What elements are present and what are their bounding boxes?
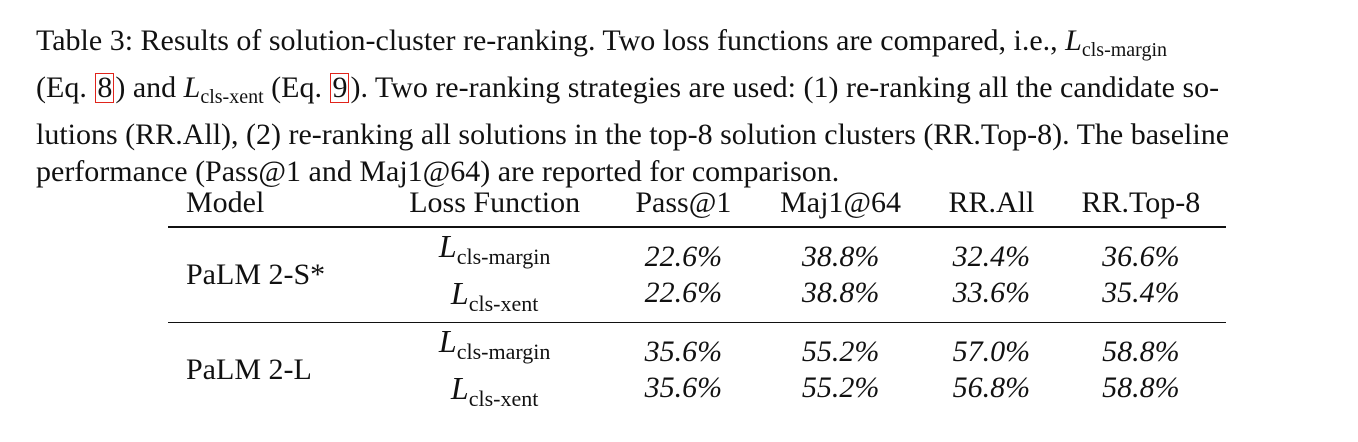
header-model: Model — [168, 180, 377, 228]
model-name: PaLM 2-L — [186, 353, 312, 386]
value: 56.8% — [952, 371, 1031, 404]
caption-text: (Eq. — [263, 71, 330, 104]
table-row: PaLM 2-S* Lcls-margin Lcls-xent 22.6% 22.… — [168, 227, 1226, 323]
header-loss-function: Loss Function — [376, 180, 613, 228]
model-name: PaLM 2-S* — [168, 227, 377, 323]
maj64-cell: 55.2% 55.2% — [754, 323, 927, 418]
caption-text: ) and — [115, 71, 184, 104]
loss-symbol: L — [1065, 24, 1082, 57]
value: 22.6% — [644, 240, 723, 273]
caption-line-2: (Eq. 8) and Lcls-xent (Eq. 9). Two re-ra… — [36, 69, 1336, 116]
value: 58.8% — [1102, 335, 1180, 368]
value: 57.0% — [952, 335, 1031, 368]
loss-xent: Lcls-xent — [451, 275, 538, 322]
value: 38.8% — [801, 276, 880, 309]
rr-top8-cell: 58.8% 58.8% — [1056, 323, 1226, 418]
loss-margin: Lcls-margin — [439, 228, 550, 275]
value: 55.2% — [801, 371, 880, 404]
maj64-cell: 38.8% 38.8% — [754, 227, 928, 323]
value: 22.6% — [644, 276, 723, 309]
pass1-cell: 22.6% 22.6% — [612, 227, 755, 323]
loss-symbol: L — [450, 370, 469, 406]
pass1-cell: 35.6% 35.6% — [613, 323, 754, 418]
loss-symbol: L — [450, 275, 469, 311]
value: 32.4% — [952, 240, 1031, 273]
caption-line-3: lutions (RR.All), (2) re-ranking all sol… — [36, 118, 1230, 151]
loss-subscript: cls-margin — [456, 244, 551, 269]
results-table: Model Loss Function Pass@1 Maj1@64 RR.Al… — [168, 180, 1226, 417]
value: 35.6% — [644, 371, 723, 404]
table-caption: Table 3: Results of solution-cluster re-… — [36, 22, 1336, 190]
loss-subscript: cls-margin — [1081, 39, 1168, 61]
loss-symbol: L — [438, 323, 457, 359]
header-row: Model Loss Function Pass@1 Maj1@64 RR.Al… — [168, 180, 1226, 228]
loss-subscript: cls-margin — [456, 339, 551, 364]
caption-text: (Eq. — [36, 71, 95, 104]
loss-subscript: cls-xent — [200, 86, 264, 108]
equation-ref-link[interactable]: 9 — [330, 71, 350, 104]
value: 35.6% — [644, 335, 723, 368]
loss-symbol: L — [438, 228, 457, 264]
header-rr-top8: RR.Top-8 — [1055, 180, 1226, 228]
value: 36.6% — [1102, 240, 1180, 273]
rr-top8-cell: 36.6% 35.4% — [1055, 227, 1226, 323]
loss-symbol: L — [183, 71, 201, 104]
value: 33.6% — [952, 276, 1031, 309]
equation-ref-link[interactable]: 8 — [95, 71, 115, 104]
loss-xent: Lcls-xent — [451, 370, 538, 417]
caption-line-1: Table 3: Results of solution-cluster re-… — [36, 22, 1336, 69]
caption-text: ). Two re-ranking strategies are used: (… — [350, 71, 1220, 104]
value: 38.8% — [801, 240, 880, 273]
loss-subscript: cls-xent — [468, 291, 539, 316]
value: 55.2% — [801, 335, 880, 368]
value: 58.8% — [1102, 371, 1180, 404]
rr-all-cell: 57.0% 56.8% — [927, 323, 1056, 418]
value: 35.4% — [1102, 276, 1180, 309]
caption-text: Table 3: Results of solution-cluster re-… — [36, 24, 1066, 57]
loss-margin: Lcls-margin — [439, 323, 550, 370]
loss-subscript: cls-xent — [468, 386, 539, 411]
header-pass1: Pass@1 — [612, 180, 755, 228]
header-rr-all: RR.All — [927, 180, 1056, 228]
header-maj1-64: Maj1@64 — [754, 180, 928, 228]
table-row: PaLM 2-L Lcls-margin Lcls-xent 35.6% 35.6… — [168, 323, 1226, 418]
loss-function-cell: Lcls-margin Lcls-xent — [376, 227, 613, 323]
loss-function-cell: Lcls-margin Lcls-xent — [377, 323, 613, 418]
rr-all-cell: 32.4% 33.6% — [927, 227, 1056, 323]
